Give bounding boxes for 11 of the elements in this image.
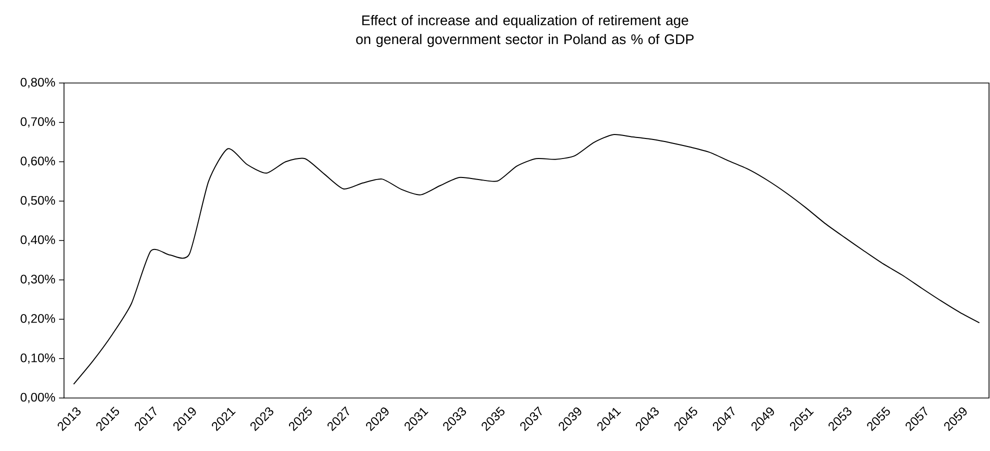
y-tick-label: 0,40% [20,235,56,246]
y-tick-label: 0,80% [20,78,56,88]
y-tick-label: 0,00% [20,392,56,404]
y-tick-label: 0,50% [20,196,56,206]
line-series [73,134,980,385]
y-tick-label: 0,10% [20,353,56,364]
chart-title: Effect of increase and equalization of retirement age on general government sector in Poland as % of GDP [356,15,694,47]
y-tick-label: 0,70% [20,117,56,128]
y-tick-label: 0,20% [20,314,56,324]
y-tick-label: 0,30% [20,274,56,286]
y-tick-label: 0,60% [20,156,56,167]
